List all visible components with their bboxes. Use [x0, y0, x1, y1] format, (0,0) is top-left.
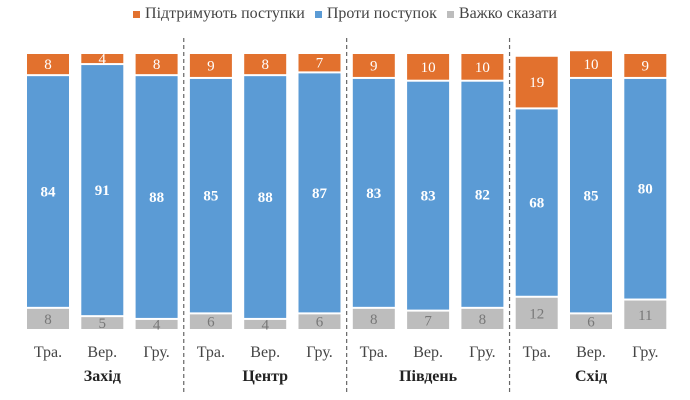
data-label: 8: [44, 312, 52, 328]
category-tick-label: Вер.: [413, 344, 443, 361]
legend-swatch: [314, 10, 322, 18]
bar-segment: [461, 81, 504, 307]
group-label: Захід: [84, 368, 121, 385]
data-label: 9: [370, 58, 378, 74]
category-tick-label: Гру.: [306, 344, 332, 361]
data-label: 8: [44, 57, 52, 73]
data-label: 6: [207, 315, 215, 331]
bar-segment: [27, 54, 69, 75]
bar-segment: [189, 314, 232, 329]
legend-swatch: [133, 10, 141, 18]
bar-segment: [570, 314, 612, 329]
data-label: 8: [153, 57, 161, 73]
bar-segment: [244, 54, 287, 75]
group-label: Південь: [399, 368, 458, 385]
bar-segment: [81, 317, 124, 329]
bar-segment: [135, 319, 178, 329]
data-label: 9: [642, 58, 650, 74]
legend-label: Проти поступок: [326, 5, 437, 22]
data-label: 4: [261, 317, 269, 333]
bar-segment: [461, 54, 504, 80]
bar-segment: [461, 308, 504, 329]
bar-segment: [135, 54, 178, 75]
data-label: 6: [316, 315, 324, 331]
bar-segment: [298, 54, 341, 72]
bar-segment: [407, 311, 450, 329]
data-label: 7: [316, 56, 324, 72]
category-tick-label: Тра.: [360, 344, 388, 361]
data-label: 5: [99, 316, 107, 332]
bar-segment: [27, 308, 69, 329]
data-label: 84: [41, 185, 57, 201]
bar-segment: [244, 76, 287, 318]
bar-segment: [189, 54, 232, 77]
data-label: 4: [99, 52, 107, 68]
category-tick-label: Вер.: [250, 344, 280, 361]
data-label: 10: [475, 60, 490, 76]
legend-label: Підтримують поступки: [145, 5, 305, 22]
bar-segment: [81, 65, 124, 316]
bar-segment: [352, 78, 395, 307]
data-label: 88: [258, 190, 273, 206]
data-label: 83: [421, 189, 436, 205]
bar-segment: [135, 76, 178, 318]
category-tick-label: Тра.: [34, 344, 62, 361]
category-tick-label: Гру.: [143, 344, 169, 361]
data-label: 8: [370, 312, 378, 328]
bar-segment: [81, 54, 124, 64]
category-tick-label: Тра.: [523, 344, 551, 361]
category-tick-label: Гру.: [632, 344, 658, 361]
legend-swatch: [446, 10, 454, 18]
category-tick-label: Вер.: [576, 344, 606, 361]
data-label: 85: [203, 189, 218, 205]
legend-item: Підтримують поступки: [133, 5, 305, 23]
bar-segment: [570, 51, 612, 77]
bar-segment: [189, 78, 232, 313]
bar-segment: [515, 56, 558, 108]
data-label: 8: [261, 57, 269, 73]
bar-segment: [298, 73, 341, 313]
bar-segment: [352, 308, 395, 329]
legend: Підтримують поступки Проти поступок Важко …: [0, 5, 690, 23]
group-label: Центр: [242, 368, 288, 385]
bar-segment: [515, 297, 558, 329]
data-label: 83: [366, 186, 381, 202]
data-label: 10: [584, 57, 599, 73]
data-label: 6: [587, 315, 595, 331]
bar-segment: [352, 54, 395, 77]
data-label: 88: [149, 190, 164, 206]
legend-label: Важко сказати: [458, 5, 557, 22]
data-label: 10: [421, 60, 436, 76]
bar-segment: [515, 109, 558, 296]
data-label: 87: [312, 186, 328, 202]
data-label: 8: [479, 312, 487, 328]
data-label: 80: [638, 182, 653, 198]
data-label: 19: [529, 75, 544, 91]
data-label: 9: [207, 58, 215, 74]
legend-item: Проти поступок: [314, 5, 437, 23]
legend-item: Важко сказати: [446, 5, 557, 23]
bar-segment: [298, 314, 341, 329]
data-label: 12: [529, 306, 544, 322]
bar-segment: [624, 78, 667, 299]
bar-segment: [624, 300, 667, 329]
data-label: 91: [95, 183, 110, 199]
category-tick-label: Гру.: [469, 344, 495, 361]
group-label: Схід: [575, 368, 607, 385]
category-tick-label: Вер.: [87, 344, 117, 361]
bar-segment: [407, 54, 450, 80]
data-label: 82: [475, 187, 490, 203]
bar-segment: [27, 76, 69, 307]
bar-segment: [570, 78, 612, 313]
category-tick-label: Тра.: [197, 344, 225, 361]
bar-segment: [244, 319, 287, 329]
bar-segment: [624, 54, 667, 77]
bar-segment: [407, 81, 450, 310]
data-label: 7: [424, 313, 432, 329]
data-label: 68: [529, 196, 544, 212]
data-label: 11: [638, 308, 652, 324]
data-label: 85: [584, 189, 599, 205]
data-label: 4: [153, 317, 161, 333]
